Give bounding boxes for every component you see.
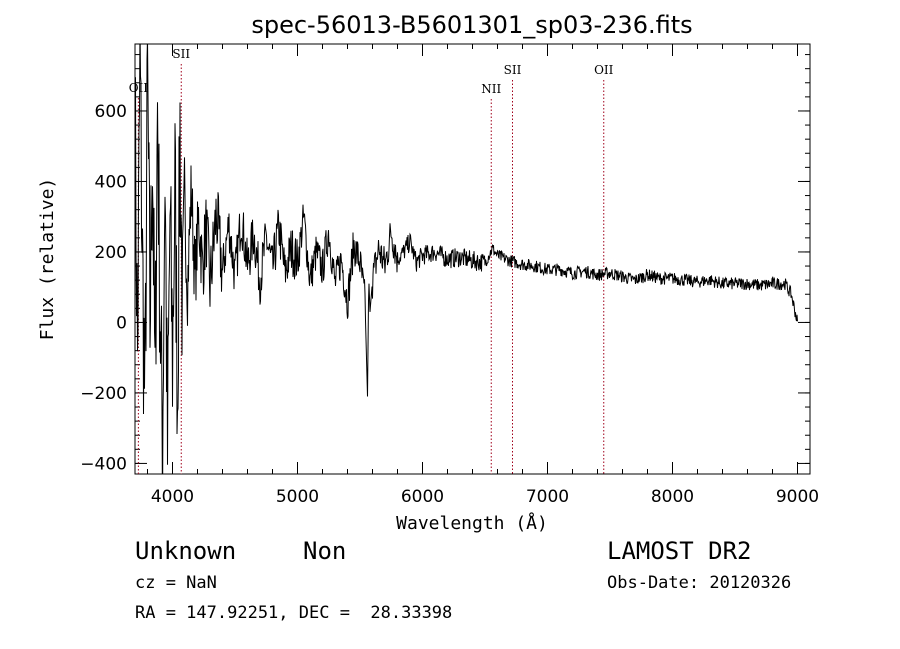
coordinates: RA = 147.92251, DEC = 28.33398: [135, 603, 453, 623]
y-tick-label: 0: [116, 313, 127, 333]
line-marker-label: NII: [481, 82, 501, 96]
y-tick-label: −400: [80, 454, 127, 474]
flux-series-line: [135, 44, 798, 474]
x-tick-label: 5000: [276, 487, 319, 507]
line-marker-label: SII: [504, 63, 522, 77]
x-tick-label: 9000: [776, 487, 819, 507]
obs-date: Obs-Date: 20120326: [607, 573, 792, 593]
y-tick-label: 200: [95, 243, 127, 263]
x-axis-label: Wavelength (Å): [396, 512, 548, 534]
line-marker-label: OII: [129, 81, 149, 95]
redshift-cz: cz = NaN: [135, 573, 217, 593]
chart-title: spec-56013-B5601301_sp03-236.fits: [251, 11, 692, 39]
line-marker-label: OII: [594, 63, 614, 77]
object-class: Unknown: [135, 537, 237, 565]
y-axis-label: Flux (relative): [37, 178, 58, 341]
survey-label: LAMOST DR2: [607, 537, 752, 565]
line-marker-label: SII: [172, 47, 190, 61]
x-tick-label: 6000: [401, 487, 444, 507]
object-subclass: Non: [303, 537, 347, 565]
x-axis: 4000 5000 6000 7000 8000 9000: [147, 44, 819, 507]
x-tick-label: 4000: [151, 487, 194, 507]
y-tick-label: −200: [80, 384, 127, 404]
y-tick-label: 400: [95, 172, 127, 192]
x-tick-label: 8000: [651, 487, 694, 507]
y-tick-label: 600: [95, 102, 127, 122]
x-tick-label: 7000: [526, 487, 569, 507]
